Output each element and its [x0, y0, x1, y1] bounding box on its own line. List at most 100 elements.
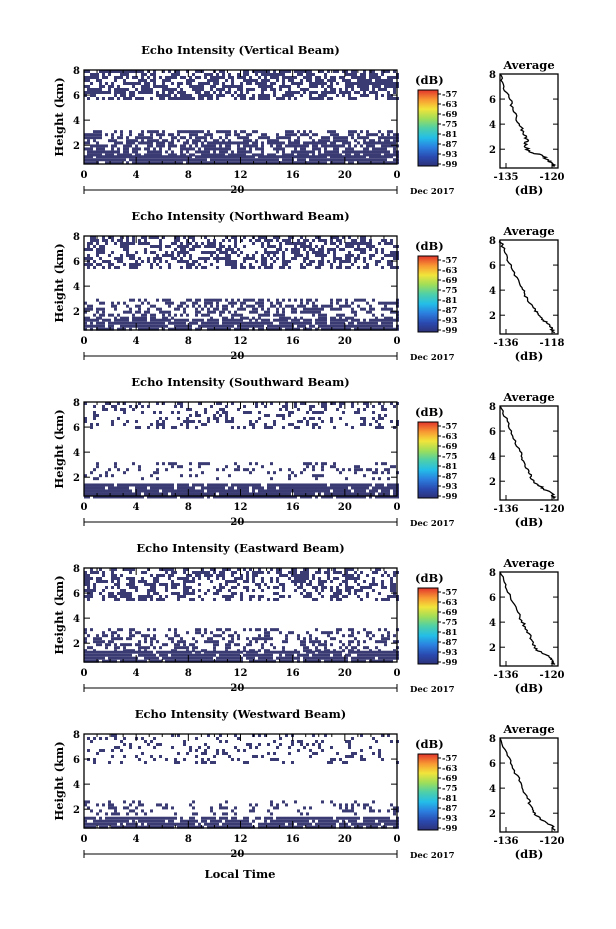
echo-cell [360, 79, 363, 82]
echo-cell [321, 318, 324, 322]
echo-cell [375, 248, 378, 251]
echo-cell [189, 420, 192, 423]
echo-cell [141, 571, 144, 574]
echo-cell [321, 85, 324, 88]
echo-cell [357, 650, 360, 654]
echo-cell [93, 88, 96, 91]
echo-cell [309, 489, 312, 493]
echo-cell [237, 155, 240, 159]
echo-cell [126, 236, 129, 239]
echo-cell [240, 161, 243, 165]
echo-cell [93, 492, 96, 496]
echo-cell [159, 248, 162, 251]
echo-cell [135, 136, 138, 140]
echo-cell [150, 150, 153, 154]
echo-cell [102, 324, 105, 328]
echo-cell [336, 321, 339, 325]
echo-cell [117, 85, 120, 88]
echo-cell [90, 423, 93, 426]
echo-cell [375, 321, 378, 325]
echo-cell [186, 650, 189, 654]
echo-cell [288, 321, 291, 325]
echo-cell [390, 82, 393, 85]
echo-cell [384, 643, 387, 647]
echo-cell [234, 631, 237, 635]
echo-cell [315, 321, 318, 325]
echo-cell [342, 324, 345, 328]
echo-cell [333, 251, 336, 254]
echo-cell [279, 144, 282, 148]
echo-cell [297, 659, 300, 663]
echo-cell [192, 489, 195, 493]
echo-cell [315, 646, 318, 650]
echo-cell [207, 91, 210, 94]
echo-cell [174, 631, 177, 635]
echo-cell [282, 141, 285, 145]
echo-cell [180, 242, 183, 245]
echo-cell [381, 321, 384, 325]
echo-cell [303, 486, 306, 490]
echo-cell [165, 489, 168, 493]
echo-cell [345, 316, 348, 320]
echo-cell [186, 574, 189, 577]
echo-cell [333, 133, 336, 137]
echo-cell [141, 650, 144, 654]
echo-cell [219, 634, 222, 638]
echo-cell [297, 139, 300, 143]
echo-cell [180, 150, 183, 154]
echo-cell [153, 577, 156, 580]
echo-cell [381, 144, 384, 148]
echo-cell [141, 659, 144, 663]
echo-cell [243, 260, 246, 263]
echo-cell [186, 70, 189, 73]
echo-cell [150, 589, 153, 592]
echo-cell [303, 495, 306, 499]
echo-cell [150, 583, 153, 586]
echo-cell [171, 321, 174, 325]
echo-cell [369, 656, 372, 660]
echo-cell [246, 133, 249, 137]
echo-cell [84, 631, 87, 635]
echo-cell [147, 301, 150, 305]
echo-cell [378, 486, 381, 490]
echo-cell [351, 301, 354, 305]
echo-cell [222, 88, 225, 91]
echo-cell [186, 158, 189, 162]
echo-cell [243, 147, 246, 151]
echo-cell [150, 483, 153, 487]
echo-cell [168, 321, 171, 325]
echo-cell [117, 318, 120, 322]
echo-cell [129, 257, 132, 260]
echo-cell [264, 239, 267, 242]
echo-cell [252, 653, 255, 657]
echo-cell [264, 310, 267, 314]
echo-cell [144, 483, 147, 487]
echo-cell [264, 405, 267, 408]
echo-cell [285, 574, 288, 577]
echo-cell [207, 133, 210, 137]
echo-cell [138, 304, 141, 308]
echo-cell [267, 483, 270, 487]
echo-cell [243, 628, 246, 632]
echo-cell [348, 321, 351, 325]
echo-cell [111, 574, 114, 577]
echo-cell [273, 147, 276, 151]
echo-cell [363, 474, 366, 478]
echo-cell [261, 495, 264, 499]
echo-cell [348, 649, 351, 653]
echo-cell [201, 70, 204, 73]
echo-cell [246, 489, 249, 493]
echo-cell [387, 477, 390, 481]
echo-cell [291, 155, 294, 159]
echo-cell [171, 136, 174, 140]
echo-cell [357, 85, 360, 88]
echo-cell [84, 659, 87, 663]
echo-cell [300, 492, 303, 496]
y-tick-label: 4 [73, 116, 80, 127]
echo-cell [273, 486, 276, 490]
echo-cell [291, 91, 294, 94]
echo-cell [381, 462, 384, 466]
echo-cell [105, 408, 108, 411]
echo-cell [93, 477, 96, 481]
echo-cell [225, 495, 228, 499]
